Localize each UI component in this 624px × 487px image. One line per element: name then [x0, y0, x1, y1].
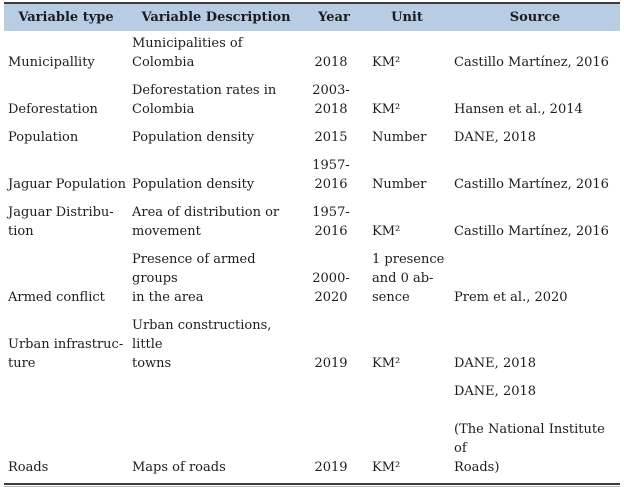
column-header-variable-description: Variable Description [128, 3, 304, 31]
cell-source: Castillo Martínez, 2016 [454, 224, 609, 239]
cell-unit: KM² [372, 356, 401, 371]
cell-unit: Number [372, 177, 427, 192]
cell-unit: KM² [372, 460, 401, 475]
cell-variable-type: Jaguar Population [8, 177, 126, 192]
cell-source: DANE, 2018 [454, 356, 537, 371]
table-row-population: Population Population density 2015 Numbe… [4, 125, 620, 153]
cell-unit: KM² [372, 102, 401, 117]
cell-source: Prem et al., 2020 [454, 290, 568, 305]
cell-year: 2019 [314, 356, 348, 371]
cell-unit: Number [372, 130, 427, 145]
cell-unit: KM² [372, 224, 401, 239]
cell-year: 2003- 2018 [312, 83, 350, 117]
column-header-year: Year [304, 3, 364, 31]
cell-unit: 1 presence and 0 ab- sence [372, 252, 445, 305]
cell-variable-type: Deforestation [8, 102, 98, 117]
column-header-unit: Unit [364, 3, 450, 31]
header-row: Variable type Variable Description Year … [4, 3, 620, 31]
page: Variable type Variable Description Year … [4, 2, 620, 487]
cell-description: Maps of roads [132, 460, 226, 475]
cell-year: 2019 [314, 460, 348, 475]
cell-year: 1957- 2016 [312, 205, 350, 239]
cell-source: DANE, 2018 [454, 130, 537, 145]
cell-source: Castillo Martínez, 2016 [454, 55, 609, 70]
table-row-deforestation: Deforestation Deforestation rates in Col… [4, 78, 620, 125]
table-row-municipality: Municipallity Municipalities of Colombia… [4, 31, 620, 78]
variables-table-wrapper: Variable type Variable Description Year … [4, 2, 620, 487]
cell-year: 2015 [314, 130, 348, 145]
cell-description: Municipalities of Colombia [132, 36, 243, 70]
cell-unit: KM² [372, 55, 401, 70]
cell-variable-type: Armed conflict [8, 290, 105, 305]
cell-year: 2018 [314, 55, 348, 70]
cell-source: Castillo Martínez, 2016 [454, 177, 609, 192]
cell-year: 2000- 2020 [312, 271, 350, 305]
cell-description: Population density [132, 177, 255, 192]
cell-description: Area of distribution or movement [132, 205, 280, 239]
cell-variable-type: Roads [8, 460, 49, 475]
cell-description: Population density [132, 130, 255, 145]
cell-source: Hansen et al., 2014 [454, 102, 583, 117]
cell-description: Deforestation rates in Colombia [132, 83, 277, 117]
cell-variable-type: Municipallity [8, 55, 95, 70]
cell-variable-type: Jaguar Distribu- tion [8, 205, 114, 239]
table-row-armed-conflict: Armed conflict Presence of armed groups … [4, 247, 620, 313]
cell-year: 1957- 2016 [312, 158, 350, 192]
table-row-jaguar-distribution: Jaguar Distribu- tion Area of distributi… [4, 200, 620, 247]
column-header-source: Source [450, 3, 620, 31]
table-row-jaguar-population: Jaguar Population Population density 195… [4, 153, 620, 200]
cell-description: Urban constructions, little towns [132, 318, 272, 371]
cell-source: DANE, 2018 (The National Institute of Ro… [454, 384, 605, 475]
cell-description: Presence of armed groups in the area [132, 252, 256, 305]
cell-variable-type: Population [8, 130, 79, 145]
table-row-roads: Roads Maps of roads 2019 KM² DANE, 2018 … [4, 379, 620, 484]
column-header-variable-type: Variable type [4, 3, 128, 31]
table-row-urban-infrastructure: Urban infrastruc- ture Urban constructio… [4, 313, 620, 379]
variables-table: Variable type Variable Description Year … [4, 2, 620, 485]
cell-variable-type: Urban infrastruc- ture [8, 337, 124, 371]
